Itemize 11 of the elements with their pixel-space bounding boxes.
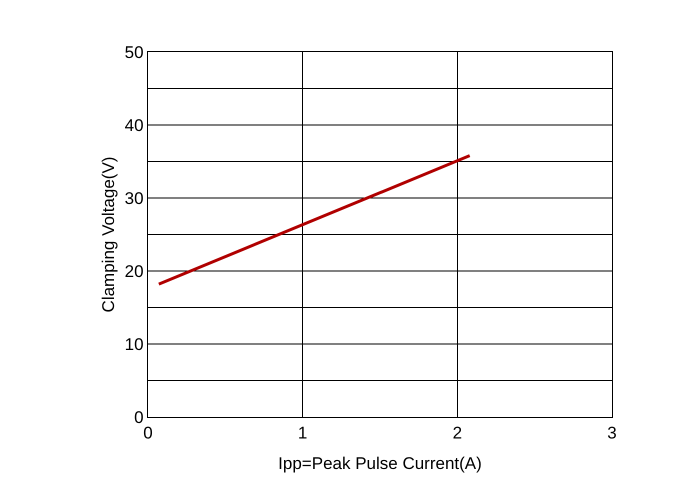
y-tick-label: 10 [124, 334, 144, 354]
y-tick-label: 20 [124, 262, 144, 281]
y-tick-label: 50 [124, 42, 144, 62]
x-axis-title: Ipp=Peak Pulse Current(A) [278, 454, 482, 473]
x-tick-label: 1 [298, 423, 308, 442]
y-tick-label: 0 [134, 408, 144, 427]
y-tick-label: 30 [124, 188, 144, 208]
x-tick-label: 3 [607, 423, 617, 442]
y-tick-label: 40 [124, 116, 144, 135]
y-axis-title: Clamping Voltage(V) [99, 156, 118, 312]
x-tick-label: 2 [452, 423, 462, 442]
